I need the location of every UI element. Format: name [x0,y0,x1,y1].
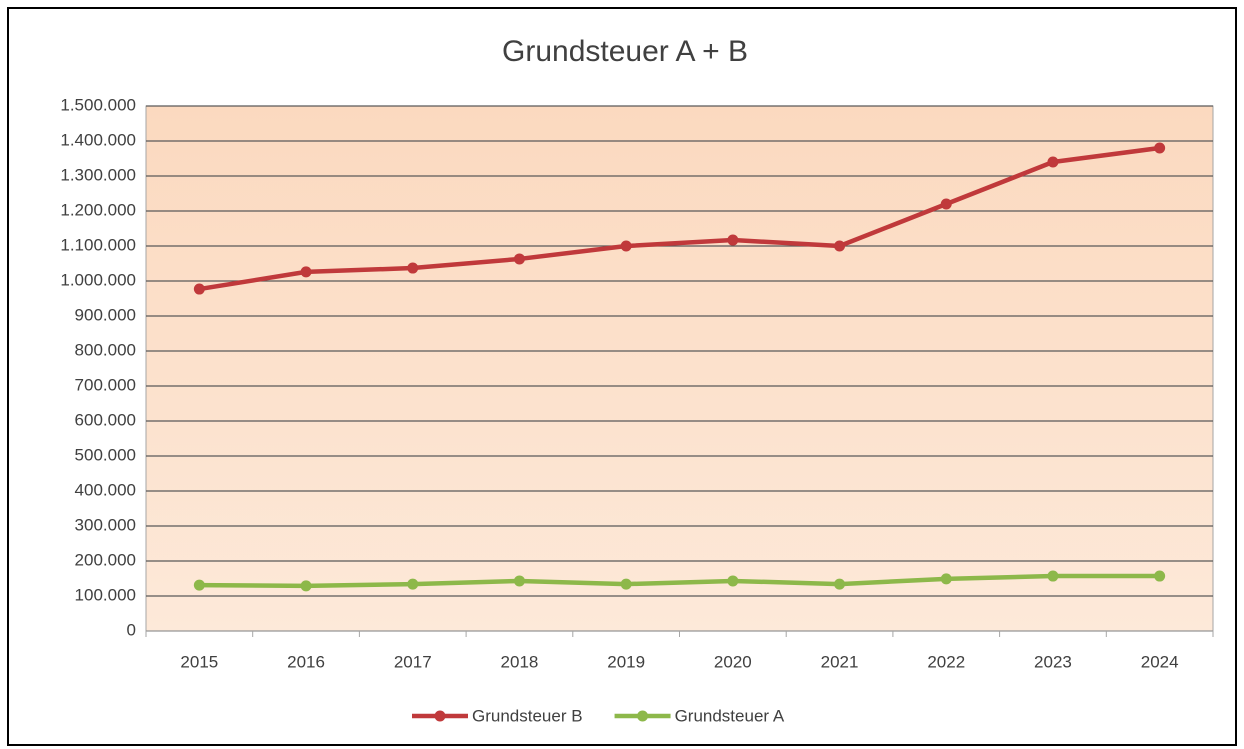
data-point [727,575,739,587]
data-point [940,573,952,585]
series-line [198,145,1160,292]
data-point [620,578,632,590]
y-tick-label: 400.000 [75,480,136,499]
y-tick-label: 1.300.000 [60,165,136,184]
chart-title: Grundsteuer A + B [502,35,748,68]
legend-label: Grundsteuer B [472,706,583,725]
data-point [407,578,419,590]
x-tick-label: 2022 [927,652,965,671]
plot-area [145,105,1214,632]
legend-label: Grundsteuer A [675,706,785,725]
x-tick-label: 2023 [1034,652,1072,671]
data-point [300,266,312,278]
x-tick-label: 2015 [180,652,218,671]
x-tick-label: 2019 [607,652,645,671]
data-point [193,579,205,591]
data-point [834,240,846,252]
y-tick-label: 1.500.000 [60,95,136,114]
y-tick-label: 600.000 [75,410,136,429]
x-tick-label: 2017 [394,652,432,671]
y-tick-label: 1.200.000 [60,200,136,219]
data-point [193,283,205,295]
x-tick-label: 2021 [821,652,859,671]
y-tick-label: 100.000 [75,585,136,604]
y-tick-label: 800.000 [75,340,136,359]
x-tick-label: 2018 [501,652,539,671]
series-line [199,573,1160,589]
y-tick-label: 500.000 [75,445,136,464]
data-point [727,234,739,246]
legend-marker [434,710,446,722]
data-point [407,262,419,274]
data-point [513,575,525,587]
y-tick-label: 900.000 [75,305,136,324]
data-point [620,240,632,252]
x-tick-label: 2024 [1141,652,1179,671]
data-point [513,253,525,265]
data-point [1154,142,1166,154]
y-tick-label: 1.400.000 [60,130,136,149]
legend-marker [637,710,649,722]
data-point [1047,570,1059,582]
x-tick-label: 2020 [714,652,752,671]
y-tick-label: 1.100.000 [60,235,136,254]
data-point [1154,570,1166,582]
data-point [1047,156,1059,168]
y-tick-label: 200.000 [75,550,136,569]
data-point [300,580,312,592]
x-tick-label: 2016 [287,652,325,671]
y-tick-label: 700.000 [75,375,136,394]
data-point [834,578,846,590]
y-tick-label: 1.000.000 [60,270,136,289]
y-tick-label: 300.000 [75,515,136,534]
data-point [940,198,952,210]
y-tick-label: 0 [127,620,136,639]
